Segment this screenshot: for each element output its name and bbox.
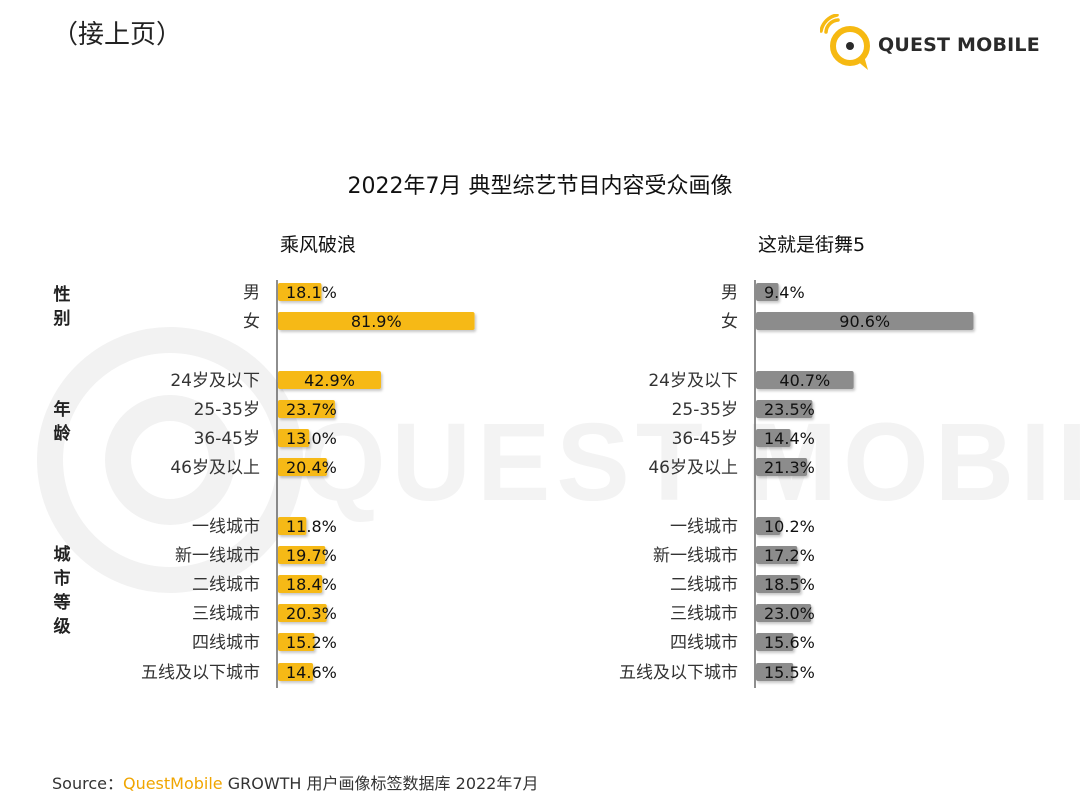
value-label: 42.9% <box>304 371 355 390</box>
category-label: 二线城市 <box>192 575 260 595</box>
category-label: 25-35岁 <box>194 400 260 420</box>
bar <box>756 663 794 681</box>
group-label-age: 年龄 <box>50 398 74 446</box>
category-label: 五线及以下城市 <box>619 663 738 683</box>
bar <box>278 604 327 622</box>
questmobile-logo-icon <box>819 13 870 70</box>
bar <box>278 429 310 447</box>
category-label: 36-45岁 <box>194 429 260 449</box>
group-label-char: 年 <box>53 400 71 420</box>
chart-title: 2022年7月 典型综艺节目内容受众画像 <box>347 174 733 199</box>
bar <box>278 283 322 301</box>
panel-title-2: 这就是街舞5 <box>758 234 866 256</box>
category-label: 36-45岁 <box>672 429 738 449</box>
group-label-city: 城市等级 <box>50 543 74 639</box>
value-label: 18.4% <box>286 575 337 594</box>
continued-label: （接上页） <box>52 20 183 50</box>
value-label: 20.3% <box>286 604 337 623</box>
bar <box>756 400 813 418</box>
bar <box>756 312 974 330</box>
category-label: 25-35岁 <box>672 400 738 420</box>
group-label-char: 等 <box>53 593 71 613</box>
category-label: 三线城市 <box>192 604 260 624</box>
bar <box>756 371 854 389</box>
value-label: 81.9% <box>351 312 402 331</box>
value-label: 90.6% <box>839 312 890 331</box>
logo-text: QUEST MOBILE <box>878 34 1040 56</box>
group-label-gender: 性别 <box>50 283 74 331</box>
category-label: 二线城市 <box>670 575 738 595</box>
group-label-char: 别 <box>53 309 71 329</box>
category-label: 新一线城市 <box>653 546 738 566</box>
bar <box>278 633 315 651</box>
value-label: 23.5% <box>764 400 815 419</box>
category-label: 一线城市 <box>670 517 738 537</box>
value-label: 19.7% <box>286 546 337 565</box>
group-label-char: 龄 <box>53 424 71 444</box>
bar <box>756 546 798 564</box>
category-label: 新一线城市 <box>175 546 260 566</box>
bar <box>278 312 475 330</box>
group-label-char: 市 <box>53 569 71 589</box>
value-label: 23.7% <box>286 400 337 419</box>
value-label: 14.6% <box>286 663 337 682</box>
watermark-text: QUEST MOBILE <box>300 401 1080 524</box>
panel-title-1: 乘风破浪 <box>280 234 357 256</box>
group-label-char: 性 <box>53 285 71 305</box>
category-label: 24岁及以下 <box>170 371 260 391</box>
group-label-char: 城 <box>53 545 71 565</box>
value-label: 18.5% <box>764 575 815 594</box>
value-label: 23.0% <box>764 604 815 623</box>
value-label: 21.3% <box>764 458 815 477</box>
value-label: 14.4% <box>764 429 815 448</box>
value-label: 15.5% <box>764 663 815 682</box>
source-footer: Source：QuestMobile GROWTH 用户画像标签数据库 2022… <box>52 770 539 794</box>
bar <box>756 604 812 622</box>
bar <box>756 458 808 476</box>
source-rest: GROWTH 用户画像标签数据库 2022年7月 <box>222 774 539 793</box>
category-label: 三线城市 <box>670 604 738 624</box>
value-label: 17.2% <box>764 546 815 565</box>
category-label: 女 <box>721 312 738 332</box>
bar <box>756 429 791 447</box>
value-label: 40.7% <box>779 371 830 390</box>
category-label: 男 <box>721 283 738 303</box>
category-label: 四线城市 <box>192 633 260 653</box>
value-label: 15.6% <box>764 633 815 652</box>
value-label: 11.8% <box>286 517 337 536</box>
bar <box>756 575 801 593</box>
bar <box>278 663 314 681</box>
bar <box>278 458 327 476</box>
value-label: 15.2% <box>286 633 337 652</box>
bar <box>278 575 323 593</box>
value-label: 10.2% <box>764 517 815 536</box>
bar <box>756 283 779 301</box>
value-label: 20.4% <box>286 458 337 477</box>
category-label: 46岁及以上 <box>648 458 738 478</box>
bar <box>278 400 335 418</box>
category-label: 女 <box>243 312 260 332</box>
category-label: 四线城市 <box>670 633 738 653</box>
bar <box>756 633 794 651</box>
category-label: 五线及以下城市 <box>141 663 260 683</box>
category-label: 24岁及以下 <box>648 371 738 391</box>
category-label: 46岁及以上 <box>170 458 260 478</box>
bar <box>278 517 307 535</box>
questmobile-logo <box>819 13 1040 76</box>
source-prefix: Source： <box>52 774 123 793</box>
source-brand: QuestMobile <box>122 774 223 793</box>
bar <box>278 546 326 564</box>
value-label: 13.0% <box>286 429 337 448</box>
value-label: 9.4% <box>764 283 805 302</box>
category-label: 男 <box>243 283 260 303</box>
bar <box>756 517 781 535</box>
group-label-char: 级 <box>53 617 71 637</box>
category-label: 一线城市 <box>192 517 260 537</box>
bar <box>278 371 381 389</box>
value-label: 18.1% <box>286 283 337 302</box>
